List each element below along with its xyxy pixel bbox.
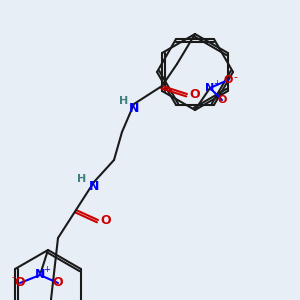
Text: O: O <box>217 95 227 105</box>
Text: N: N <box>35 268 45 281</box>
Text: O: O <box>223 75 233 85</box>
Text: +: + <box>44 265 50 274</box>
Text: H: H <box>77 174 87 184</box>
Text: +: + <box>214 79 220 88</box>
Text: -: - <box>233 72 237 82</box>
Text: O: O <box>15 277 25 290</box>
Text: N: N <box>129 103 139 116</box>
Text: N: N <box>206 83 214 93</box>
Text: H: H <box>119 96 129 106</box>
Text: O: O <box>53 277 63 290</box>
Text: -: - <box>11 272 15 282</box>
Text: N: N <box>89 181 99 194</box>
Text: O: O <box>101 214 111 226</box>
Text: O: O <box>190 88 200 100</box>
